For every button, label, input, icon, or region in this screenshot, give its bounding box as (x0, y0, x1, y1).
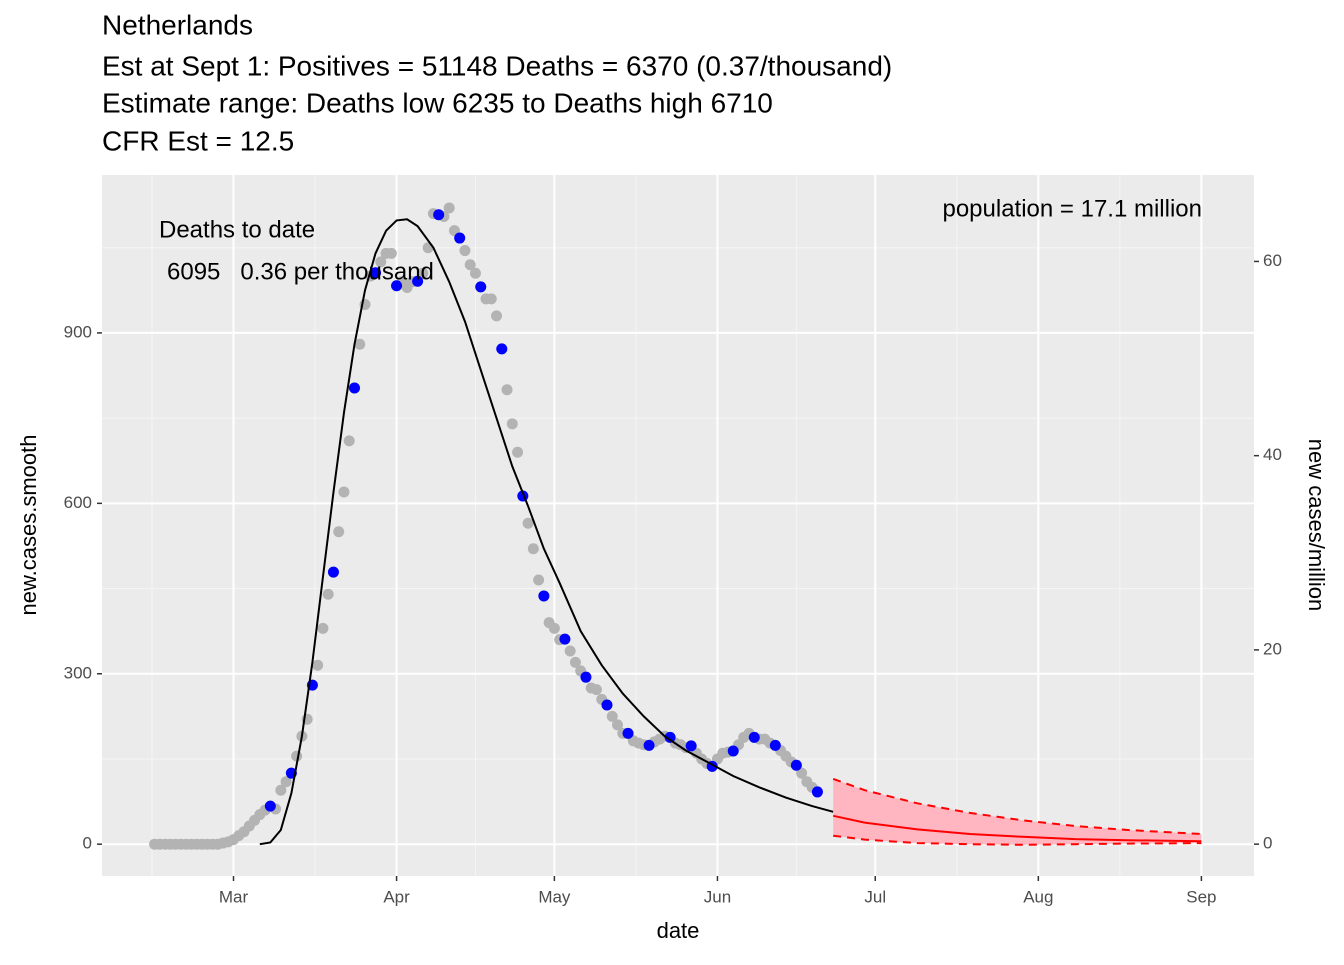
point (685, 740, 697, 752)
y-axis-title: new.cases.smooth (16, 435, 41, 616)
point (506, 418, 518, 430)
point (275, 784, 287, 796)
point (769, 739, 781, 751)
x-tick-label: Aug (1023, 887, 1053, 906)
y-tick-label: 600 (64, 493, 92, 512)
point (796, 767, 808, 779)
point (280, 776, 292, 788)
point (538, 590, 550, 602)
point (412, 275, 424, 287)
point (790, 759, 802, 771)
point (664, 731, 676, 743)
point (559, 633, 571, 645)
y2-tick-label: 20 (1263, 639, 1282, 658)
point (264, 800, 276, 812)
point (590, 684, 602, 696)
marks (149, 202, 1202, 850)
point (327, 566, 339, 578)
y2-axis-title: new cases/million (1304, 439, 1329, 611)
annotation: 6095 0.36 per thousand (167, 258, 434, 285)
x-tick-label: May (538, 887, 571, 906)
grid (97, 175, 1259, 881)
forecast-band (833, 778, 1202, 845)
point (354, 338, 366, 350)
point (417, 267, 429, 279)
point (491, 310, 503, 322)
point (496, 343, 508, 355)
point (469, 267, 481, 279)
forecast-lower (833, 834, 1202, 846)
point (454, 232, 466, 244)
point (485, 293, 497, 305)
point (501, 384, 513, 396)
point (569, 656, 581, 668)
point (338, 486, 350, 498)
y-tick-label: 900 (64, 322, 92, 341)
x-axis-title: date (657, 918, 700, 943)
y2-tick-label: 0 (1263, 834, 1272, 853)
point (317, 622, 329, 634)
point (564, 645, 576, 657)
forecast-line (832, 814, 1202, 843)
point (348, 382, 360, 394)
point (622, 727, 634, 739)
point (512, 446, 524, 458)
title-line: CFR Est = 12.5 (102, 125, 294, 156)
point (601, 699, 613, 711)
point (370, 267, 382, 279)
title-line: Estimate range: Deaths low 6235 to Death… (102, 87, 773, 118)
x-tick-label: Sep (1186, 887, 1216, 906)
point (433, 209, 445, 221)
point (522, 517, 534, 529)
annotation: Deaths to date (159, 216, 315, 243)
x-tick-label: Mar (219, 887, 249, 906)
y2-tick-label: 40 (1263, 445, 1282, 464)
forecast-upper (832, 777, 1202, 835)
point (343, 435, 355, 447)
point (643, 739, 655, 751)
point (527, 543, 539, 555)
fit-line (259, 218, 834, 846)
point (333, 526, 345, 538)
point (312, 659, 324, 671)
y-tick-label: 0 (83, 834, 92, 853)
point (375, 256, 387, 268)
point (422, 242, 434, 254)
y-tick-label: 300 (64, 663, 92, 682)
point (322, 588, 334, 600)
point (811, 786, 823, 798)
x-tick-label: Jul (864, 887, 886, 906)
point (748, 731, 760, 743)
point (464, 259, 476, 271)
x-tick-label: Jun (704, 887, 731, 906)
point (459, 245, 471, 257)
point (548, 622, 560, 634)
point (385, 247, 397, 259)
point (443, 202, 455, 214)
point (391, 280, 403, 292)
annotation: population = 17.1 million (942, 195, 1202, 222)
title-line: Est at Sept 1: Positives = 51148 Deaths … (102, 50, 892, 81)
point (475, 281, 487, 293)
point (612, 719, 624, 731)
point (580, 671, 592, 683)
point (606, 710, 618, 722)
point (727, 745, 739, 757)
title-line: Netherlands (102, 9, 253, 40)
point (533, 574, 545, 586)
y2-tick-label: 60 (1263, 251, 1282, 270)
x-tick-label: Apr (383, 887, 410, 906)
